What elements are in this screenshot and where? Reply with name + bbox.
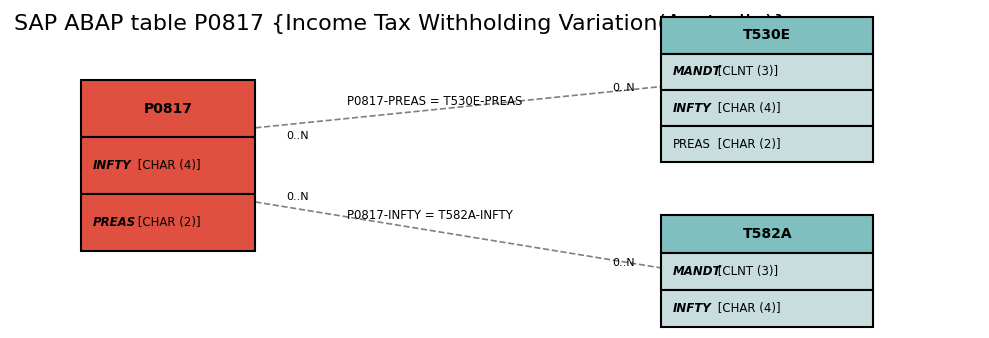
Text: SAP ABAP table P0817 {Income Tax Withholding Variation(Australia)}: SAP ABAP table P0817 {Income Tax Withhol… bbox=[14, 14, 787, 34]
Text: INFTY: INFTY bbox=[673, 302, 711, 315]
Text: [CHAR (4)]: [CHAR (4)] bbox=[714, 101, 780, 115]
Text: [CHAR (4)]: [CHAR (4)] bbox=[135, 159, 201, 172]
FancyBboxPatch shape bbox=[81, 137, 255, 194]
FancyBboxPatch shape bbox=[661, 290, 873, 327]
Text: PREAS: PREAS bbox=[673, 138, 710, 151]
FancyBboxPatch shape bbox=[661, 215, 873, 252]
Text: [CHAR (2)]: [CHAR (2)] bbox=[714, 138, 780, 151]
Text: P0817-PREAS = T530E-PREAS: P0817-PREAS = T530E-PREAS bbox=[347, 95, 522, 108]
Text: MANDT: MANDT bbox=[673, 265, 721, 278]
FancyBboxPatch shape bbox=[661, 54, 873, 90]
FancyBboxPatch shape bbox=[81, 194, 255, 251]
Text: T582A: T582A bbox=[743, 227, 792, 241]
FancyBboxPatch shape bbox=[81, 80, 255, 137]
Text: [CHAR (4)]: [CHAR (4)] bbox=[714, 302, 780, 315]
Text: [CHAR (2)]: [CHAR (2)] bbox=[135, 216, 201, 230]
Text: T530E: T530E bbox=[743, 28, 791, 43]
FancyBboxPatch shape bbox=[661, 252, 873, 290]
FancyBboxPatch shape bbox=[661, 17, 873, 54]
Text: MANDT: MANDT bbox=[673, 65, 721, 78]
Text: 0..N: 0..N bbox=[612, 258, 635, 268]
Text: P0817: P0817 bbox=[143, 101, 193, 116]
FancyBboxPatch shape bbox=[661, 126, 873, 162]
Text: PREAS: PREAS bbox=[93, 216, 136, 230]
Text: 0..N: 0..N bbox=[286, 131, 309, 141]
Text: [CLNT (3)]: [CLNT (3)] bbox=[714, 265, 777, 278]
Text: INFTY: INFTY bbox=[93, 159, 132, 172]
Text: P0817-INFTY = T582A-INFTY: P0817-INFTY = T582A-INFTY bbox=[347, 209, 513, 222]
Text: [CLNT (3)]: [CLNT (3)] bbox=[714, 65, 777, 78]
Text: INFTY: INFTY bbox=[673, 101, 711, 115]
FancyBboxPatch shape bbox=[661, 90, 873, 126]
Text: 0..N: 0..N bbox=[286, 192, 309, 202]
Text: 0..N: 0..N bbox=[612, 83, 635, 93]
